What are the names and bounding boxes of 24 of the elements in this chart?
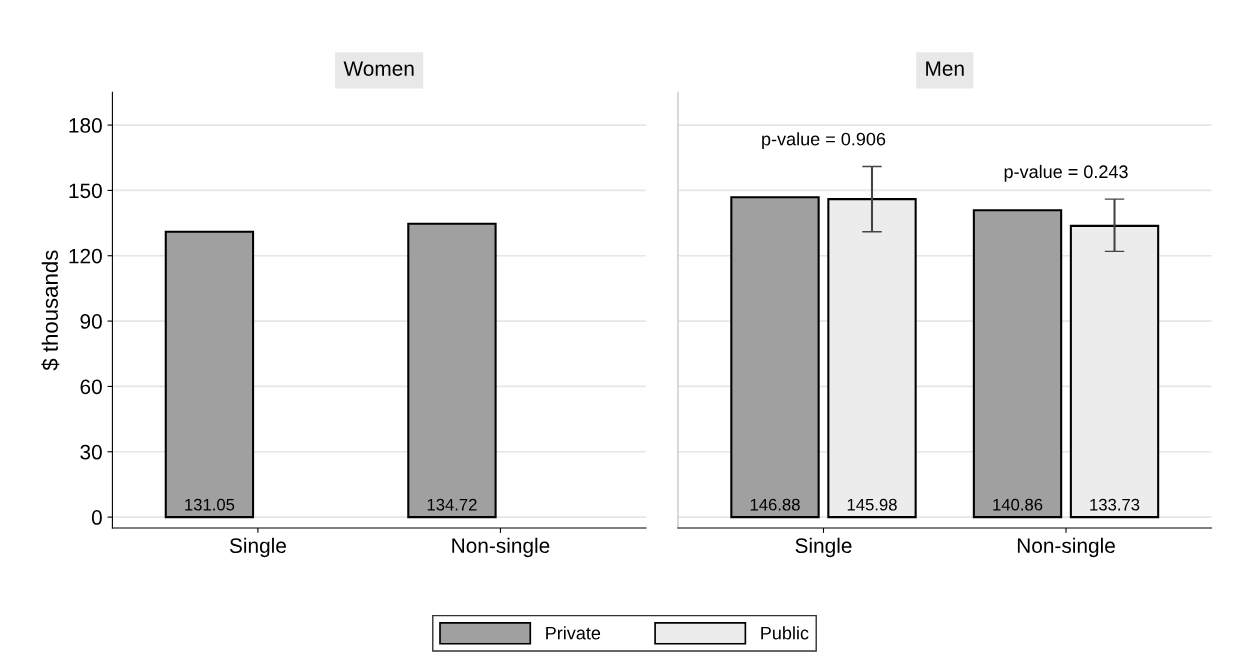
data-label: 145.98 — [847, 498, 897, 511]
y-tick-label: 0 — [91, 510, 102, 525]
y-tick-label: 90 — [80, 314, 102, 329]
x-tick-label: Single — [795, 537, 852, 558]
x-tick-label: Single — [229, 537, 286, 558]
data-label: 131.05 — [185, 498, 235, 511]
data-label: 146.88 — [750, 498, 800, 511]
y-tick-label: 60 — [80, 379, 102, 395]
legend-label: Private — [546, 626, 601, 640]
annotation: p-value = 0.243 — [1004, 164, 1128, 182]
data-label: 133.73 — [1090, 498, 1140, 511]
legend-label: Public — [761, 626, 809, 640]
annotation: p-value = 0.906 — [762, 132, 886, 150]
data-label: 134.72 — [427, 498, 477, 511]
y-tick-label: 30 — [80, 444, 102, 460]
data-label: 140.86 — [993, 498, 1043, 511]
x-tick-label: Non-single — [1017, 537, 1115, 558]
y-tick-label: 150 — [69, 183, 102, 199]
x-tick-label: Non-single — [452, 537, 550, 558]
chart-title: Women — [343, 61, 414, 76]
y-axis-title: $ thousands — [41, 250, 60, 371]
y-tick-label: 180 — [69, 118, 102, 133]
y-tick-label: 120 — [69, 248, 102, 264]
chart-title: Men — [926, 61, 964, 76]
